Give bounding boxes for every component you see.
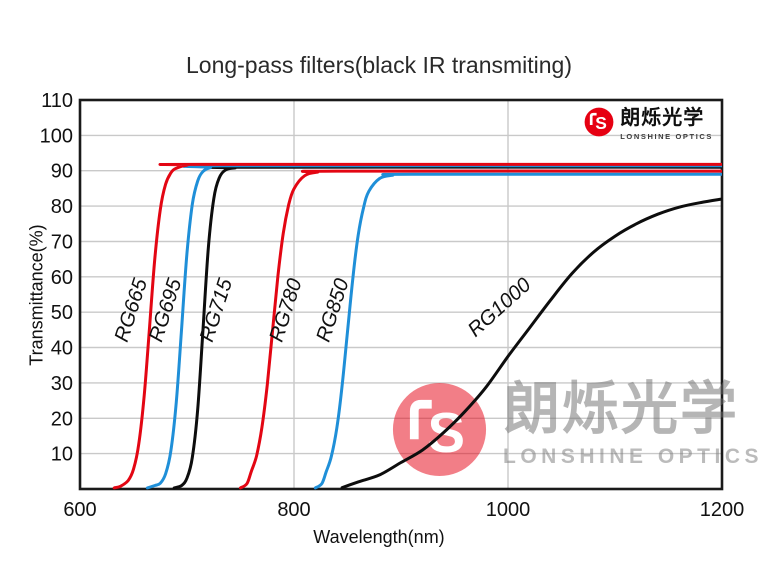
- curve-label-RG780: RG780: [265, 275, 307, 344]
- y-tick-label-80: 80: [51, 196, 73, 218]
- chart-title: Long-pass filters(black IR transmiting): [185, 52, 573, 78]
- y-tick-label-110: 110: [41, 90, 73, 112]
- plot-frame: [78, 98, 724, 491]
- y-tick-label-90: 90: [51, 161, 73, 183]
- x-tick-label-600: 600: [63, 499, 96, 521]
- y-tick-label-70: 70: [51, 232, 73, 254]
- curve-RG665: [112, 162, 722, 490]
- x-axis-label: Wavelength(nm): [313, 527, 445, 547]
- y-tick-label-60: 60: [51, 267, 73, 289]
- curve-label-RG715: RG715: [195, 275, 237, 344]
- x-tick-label-1000: 1000: [486, 499, 531, 521]
- curve-RG1000: [340, 197, 722, 490]
- y-tick-label-10: 10: [51, 444, 73, 466]
- brand-logo: S 朗烁光学 LONSHINE OPTICS: [584, 107, 713, 141]
- brand-name-en: LONSHINE OPTICS: [620, 132, 713, 141]
- x-tick-label-1200: 1200: [700, 499, 745, 521]
- curve-RG780: [239, 169, 722, 490]
- y-tick-label-40: 40: [51, 338, 73, 360]
- y-axis-label: Transmittance(%): [26, 224, 47, 366]
- lonshine-logo-icon: S: [584, 107, 614, 137]
- curve-label-RG1000: RG1000: [463, 273, 536, 342]
- y-tick-label-100: 100: [40, 125, 73, 147]
- y-tick-label-50: 50: [51, 302, 73, 324]
- y-tick-label-20: 20: [51, 408, 73, 430]
- curve-RG850: [313, 172, 722, 490]
- logo-monogram: S: [596, 113, 608, 133]
- brand-name-cn: 朗烁光学: [620, 107, 705, 129]
- y-tick-label-30: 30: [51, 373, 73, 395]
- x-tick-label-800: 800: [277, 499, 310, 521]
- curve-RG715: [172, 165, 722, 490]
- logo-l-bracket: [590, 112, 597, 125]
